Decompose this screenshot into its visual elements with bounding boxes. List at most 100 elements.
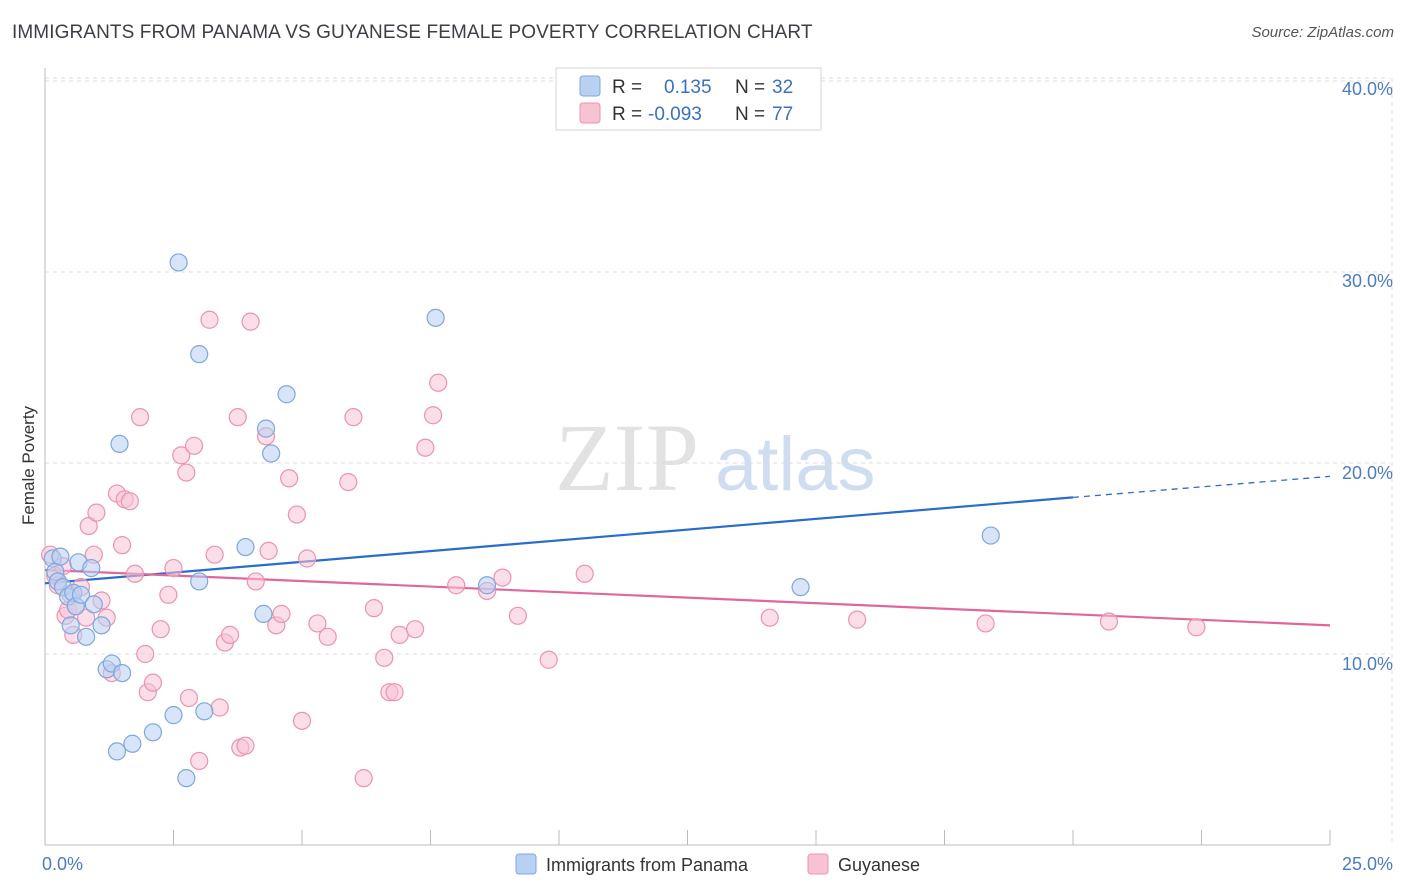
watermark-zip: ZIP bbox=[555, 404, 699, 511]
point-panama-36 bbox=[236, 537, 255, 557]
legend-swatch-pink bbox=[579, 102, 601, 124]
point-guyanese-57 bbox=[364, 599, 384, 618]
point-guyanese-72 bbox=[976, 614, 995, 633]
point-guyanese-10 bbox=[77, 608, 96, 627]
point-panama-34 bbox=[190, 345, 209, 364]
point-panama-25 bbox=[254, 604, 273, 623]
point-guyanese-68 bbox=[508, 606, 527, 625]
point-guyanese-62 bbox=[416, 438, 435, 457]
legend-r-value-1: 0.135 bbox=[664, 77, 712, 98]
point-guyanese-28 bbox=[164, 558, 183, 578]
point-panama-11 bbox=[77, 627, 96, 646]
y-tick-label-2: 30.0% bbox=[1342, 271, 1393, 291]
series-legend: Immigrants from Panama Guyanese bbox=[515, 853, 920, 875]
point-guyanese-60 bbox=[390, 625, 409, 645]
bottom-legend-label-1: Immigrants from Panama bbox=[546, 855, 749, 875]
point-panama-13 bbox=[84, 595, 103, 614]
point-guyanese-54 bbox=[339, 473, 358, 492]
point-guyanese-43 bbox=[246, 572, 265, 591]
point-guyanese-38 bbox=[220, 625, 240, 645]
point-guyanese-41 bbox=[236, 736, 255, 755]
legend-r-label-2: R = bbox=[612, 104, 642, 125]
point-guyanese-22 bbox=[130, 408, 150, 427]
y-tick-label-3: 40.0% bbox=[1342, 79, 1393, 99]
point-panama-28 bbox=[277, 385, 296, 404]
trendline-panama bbox=[44, 496, 1074, 585]
point-guyanese-13 bbox=[87, 503, 106, 522]
point-guyanese-76 bbox=[385, 683, 404, 702]
point-guyanese-23 bbox=[136, 644, 155, 664]
legend-n-value-2: 77 bbox=[772, 104, 793, 125]
trendline-guyanese bbox=[44, 568, 1331, 627]
point-guyanese-74 bbox=[1187, 618, 1206, 637]
point-guyanese-31 bbox=[179, 688, 199, 708]
legend-n-label-1: N = bbox=[735, 77, 765, 98]
tick-labels: 10.0% 20.0% 30.0% 40.0% 0.0% 25.0% bbox=[42, 79, 1393, 874]
point-guyanese-47 bbox=[272, 604, 291, 623]
point-guyanese-18 bbox=[112, 536, 132, 555]
point-guyanese-20 bbox=[120, 492, 139, 511]
point-guyanese-61 bbox=[405, 620, 425, 639]
point-guyanese-21 bbox=[125, 564, 145, 583]
x-tick-label-1: 25.0% bbox=[1342, 854, 1393, 874]
legend-n-label-2: N = bbox=[735, 104, 765, 125]
bottom-legend-label-2: Guyanese bbox=[838, 855, 920, 875]
point-panama-29 bbox=[426, 308, 445, 327]
point-panama-3 bbox=[51, 547, 70, 566]
point-panama-31 bbox=[791, 578, 810, 597]
point-panama-10 bbox=[71, 585, 91, 604]
y-axis-label: Female Poverty bbox=[19, 405, 38, 525]
point-panama-14 bbox=[92, 616, 111, 635]
point-panama-18 bbox=[112, 663, 132, 683]
point-panama-20 bbox=[143, 723, 163, 742]
point-guyanese-42 bbox=[241, 312, 260, 331]
point-guyanese-53 bbox=[318, 627, 337, 646]
point-guyanese-63 bbox=[423, 406, 443, 425]
point-guyanese-45 bbox=[259, 541, 278, 560]
point-guyanese-70 bbox=[760, 608, 779, 627]
point-panama-24 bbox=[195, 702, 214, 721]
point-guyanese-73 bbox=[1099, 612, 1119, 631]
legend-r-value-2: -0.093 bbox=[648, 104, 702, 125]
point-panama-22 bbox=[177, 769, 196, 788]
point-guyanese-65 bbox=[447, 576, 466, 595]
chart-title: IMMIGRANTS FROM PANAMA VS GUYANESE FEMAL… bbox=[12, 22, 813, 43]
point-guyanese-26 bbox=[151, 620, 170, 639]
point-panama-32 bbox=[981, 526, 1000, 545]
point-panama-27 bbox=[262, 444, 281, 463]
data-points bbox=[41, 253, 1206, 788]
point-guyanese-49 bbox=[287, 505, 306, 524]
legend-n-value-1: 32 bbox=[772, 77, 793, 98]
point-guyanese-56 bbox=[354, 769, 373, 788]
point-panama-30 bbox=[477, 576, 497, 595]
stats-legend: R = 0.135 N = 32 R = -0.093 N = 77 bbox=[555, 67, 822, 131]
point-guyanese-71 bbox=[848, 610, 867, 629]
point-guyanese-25 bbox=[143, 673, 163, 692]
point-guyanese-36 bbox=[210, 698, 229, 717]
point-guyanese-35 bbox=[205, 545, 224, 564]
x-tick-label-0: 0.0% bbox=[42, 854, 83, 874]
bottom-legend-swatch-pink bbox=[807, 853, 829, 875]
trendline-panama-extension bbox=[1072, 475, 1331, 499]
point-guyanese-69 bbox=[575, 564, 594, 583]
y-tick-label-0: 10.0% bbox=[1342, 654, 1393, 674]
point-guyanese-11 bbox=[79, 516, 98, 536]
source-label: Source: ZipAtlas.com bbox=[1251, 24, 1394, 41]
legend-swatch-blue bbox=[579, 75, 601, 97]
point-panama-19 bbox=[123, 734, 142, 753]
point-guyanese-30 bbox=[177, 463, 196, 482]
point-guyanese-64 bbox=[429, 373, 448, 392]
axes bbox=[44, 68, 1331, 846]
point-guyanese-50 bbox=[292, 711, 312, 730]
point-guyanese-75 bbox=[539, 650, 558, 669]
point-guyanese-29 bbox=[172, 446, 191, 465]
point-guyanese-27 bbox=[159, 585, 178, 604]
point-guyanese-34 bbox=[200, 310, 219, 329]
point-guyanese-58 bbox=[375, 648, 394, 667]
point-guyanese-33 bbox=[190, 751, 209, 771]
point-panama-17 bbox=[107, 742, 127, 761]
point-panama-23 bbox=[190, 572, 209, 591]
point-panama-21 bbox=[164, 706, 183, 725]
point-guyanese-52 bbox=[308, 614, 327, 633]
